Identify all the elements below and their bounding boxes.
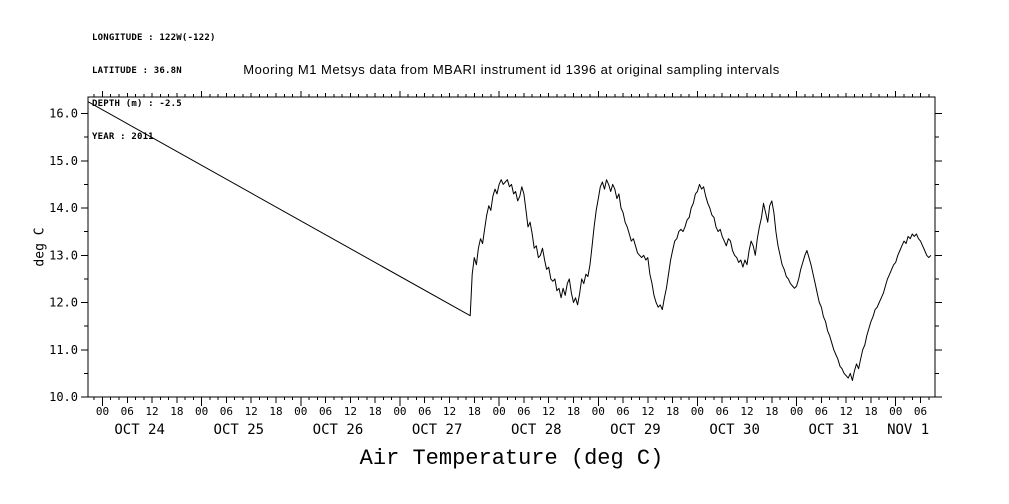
x-tick-label: 06 [418,405,431,418]
x-tick-label: 12 [740,405,753,418]
x-day-label: OCT 25 [214,422,265,438]
x-tick-label: 06 [716,405,729,418]
y-tick-label: 12.0 [49,296,78,310]
meta-latitude: LATITUDE : 36.8N [92,66,182,76]
meta-longitude: LONGITUDE : 122W(-122) [92,33,216,43]
x-day-label: OCT 24 [114,422,165,438]
x-day-label: OCT 26 [313,422,364,438]
y-tick-label: 14.0 [49,201,78,215]
meta-year: YEAR : 2011 [92,132,154,142]
x-tick-label: 00 [294,405,307,418]
x-day-label: OCT 30 [709,422,760,438]
x-day-label: OCT 29 [610,422,661,438]
y-tick-label: 11.0 [49,343,78,357]
air-temperature-series [87,101,932,381]
y-axis-label: deg C [32,227,48,267]
x-day-label: OCT 28 [511,422,562,438]
x-tick-label: 12 [641,405,654,418]
x-tick-label: 18 [269,405,282,418]
x-tick-label: 00 [195,405,208,418]
x-tick-label: 06 [914,405,927,418]
x-tick-label: 00 [393,405,406,418]
x-tick-label: 00 [592,405,605,418]
y-tick-label: 13.0 [49,248,78,262]
x-tick-label: 18 [567,405,580,418]
x-tick-label: 12 [344,405,357,418]
x-tick-label: 00 [889,405,902,418]
x-tick-label: 18 [468,405,481,418]
x-tick-label: 12 [443,405,456,418]
x-tick-label: 18 [666,405,679,418]
x-tick-label: 06 [616,405,629,418]
x-tick-label: 00 [691,405,704,418]
x-tick-label: 00 [96,405,109,418]
plot-title: Mooring M1 Metsys data from MBARI instru… [243,62,780,77]
y-tick-label: 15.0 [49,154,78,168]
x-tick-label: 06 [220,405,233,418]
header-metadata: LONGITUDE : 122W(-122) LATITUDE : 36.8N … [92,11,216,165]
x-day-label: OCT 31 [808,422,859,438]
x-tick-label: 18 [369,405,382,418]
x-day-label: OCT 27 [412,422,463,438]
x-tick-label: 06 [815,405,828,418]
x-tick-label: 12 [542,405,555,418]
plot-frame [87,96,936,398]
y-tick-label: 10.0 [49,390,78,404]
x-tick-label: 18 [864,405,877,418]
x-tick-label: 18 [765,405,778,418]
meta-depth: DEPTH (m) : -2.5 [92,99,182,109]
x-axis-title: Air Temperature (deg C) [359,446,664,471]
x-tick-label: 06 [121,405,134,418]
x-tick-label: 06 [319,405,332,418]
x-tick-label: 18 [170,405,183,418]
x-tick-label: 12 [145,405,158,418]
x-tick-label: 12 [840,405,853,418]
x-tick-label: 12 [245,405,258,418]
x-day-label: NOV 1 [887,422,929,438]
x-tick-label: 06 [517,405,530,418]
x-tick-label: 00 [492,405,505,418]
y-tick-label: 16.0 [49,107,78,121]
x-tick-label: 00 [790,405,803,418]
